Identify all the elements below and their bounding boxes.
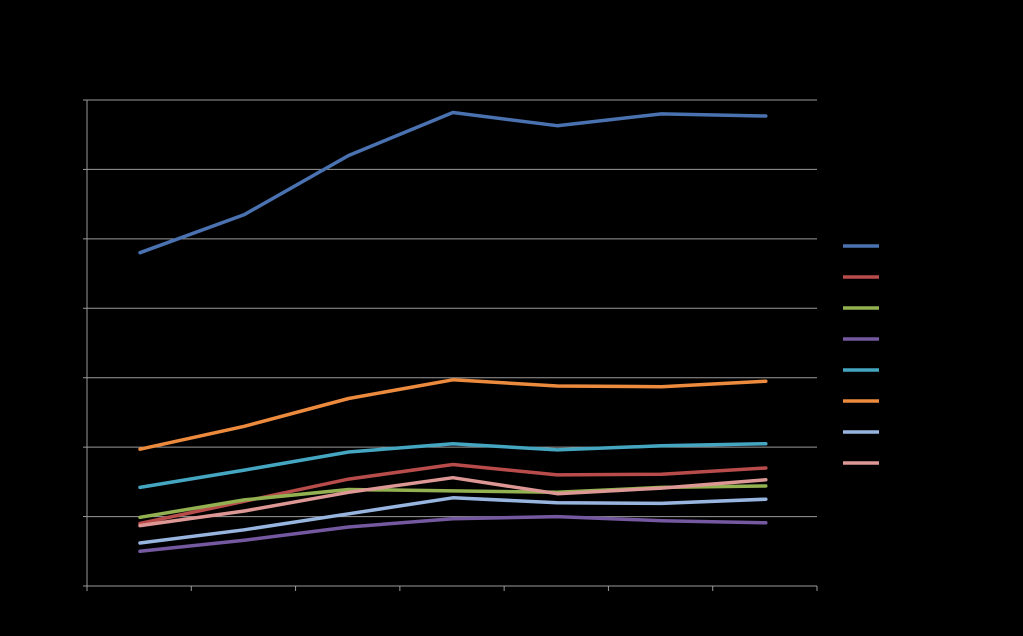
plot-series [138, 110, 768, 554]
series-line-8 [138, 475, 768, 528]
axes [83, 99, 818, 591]
legend [843, 244, 879, 465]
series-line-4 [138, 514, 768, 554]
series-line-1 [138, 110, 768, 255]
gridlines [87, 99, 817, 518]
series-line-5 [138, 441, 768, 490]
series-line-7 [138, 496, 768, 545]
series-line-6 [138, 378, 768, 451]
